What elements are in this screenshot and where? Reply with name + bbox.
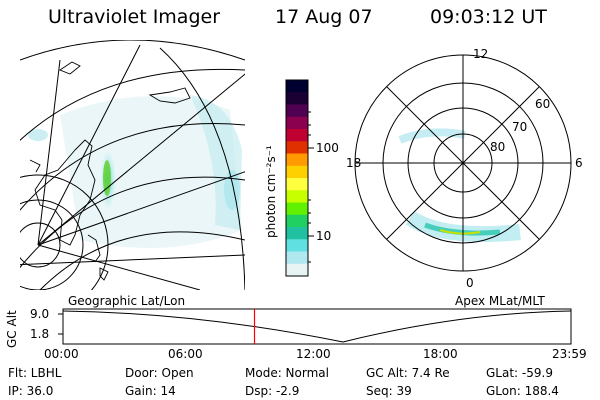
lat-label-70: 70 [512,120,528,134]
colorbar-unit-label: photon cm⁻²s⁻¹ [264,145,278,238]
colorbar-tick-100: 100 [316,141,339,155]
geographic-map [20,40,245,290]
ip-status: IP: 36.0 [8,384,54,398]
colorbar-swatch [286,116,308,130]
seq-status: Seq: 39 [366,384,412,398]
timeline-chart [58,308,572,345]
glat-status: GLat: -59.9 [486,366,553,380]
colorbar-swatch [286,141,308,154]
mode-status: Mode: Normal [245,366,329,380]
instrument-title: Ultraviolet Imager [48,6,221,28]
colorbar-swatch [286,202,308,216]
colorbar-swatch [286,227,308,240]
x-tick-1200: 12:00 [296,347,331,361]
polar-plot [354,54,572,272]
lat-label-60: 60 [535,97,551,111]
x-tick-1800: 18:00 [423,347,458,361]
colorbar-tick-10: 10 [316,229,332,243]
colorbar-swatch [286,104,308,118]
colorbar-swatch [286,263,308,277]
door-status: Door: Open [125,366,194,380]
y-tick-1-8: 1.8 [30,327,50,341]
apex-label: Apex MLat/MLT [455,294,545,308]
x-tick-0600: 06:00 [168,347,203,361]
mlt-label-6: 6 [575,156,583,170]
date-label: 17 Aug 07 [275,6,373,28]
mlt-label-0: 0 [466,276,474,290]
colorbar-swatch [286,190,308,203]
y-tick-9: 9.0 [30,307,50,321]
gc-alt-axis-label: GC Alt [5,310,19,348]
colorbar-swatch [286,178,308,191]
colorbar-swatch [286,129,308,142]
gc-alt-status: GC Alt: 7.4 Re [366,366,450,380]
colorbar-swatch [286,80,308,93]
colorbar [285,79,314,277]
colorbar-swatch [286,92,308,105]
colorbar-swatch [286,251,308,265]
lat-label-80: 80 [490,140,506,154]
mlt-label-12: 12 [473,47,489,61]
x-tick-2359: 23:59 [552,347,587,361]
colorbar-swatch [286,153,308,167]
dsp-status: Dsp: -2.9 [245,384,300,398]
x-tick-0000: 00:00 [44,347,79,361]
time-label: 09:03:12 UT [430,6,547,28]
geographic-label: Geographic Lat/Lon [68,294,186,308]
mlt-label-18: 18 [346,156,362,170]
gain-status: Gain: 14 [125,384,176,398]
glon-status: GLon: 188.4 [486,384,559,398]
colorbar-swatch [286,239,308,252]
colorbar-swatch [286,214,308,228]
filter-status: Flt: LBHL [8,366,62,380]
colorbar-swatch [286,165,308,179]
